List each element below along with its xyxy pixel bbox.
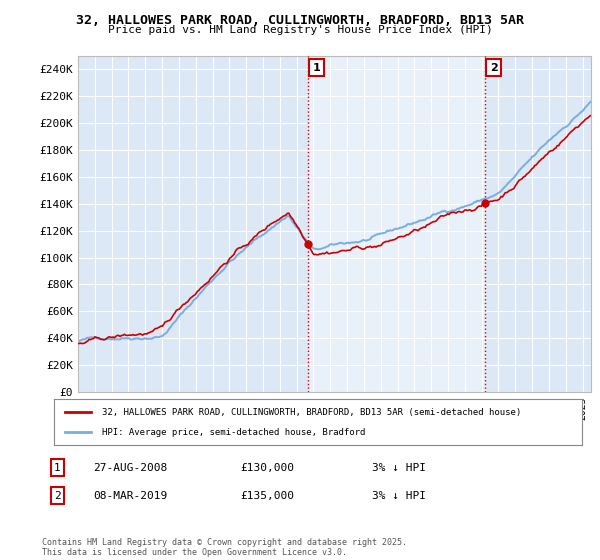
Text: £130,000: £130,000 (240, 463, 294, 473)
Text: 1: 1 (313, 63, 320, 73)
Text: 27-AUG-2008: 27-AUG-2008 (93, 463, 167, 473)
Text: HPI: Average price, semi-detached house, Bradford: HPI: Average price, semi-detached house,… (101, 428, 365, 437)
Text: 08-MAR-2019: 08-MAR-2019 (93, 491, 167, 501)
Text: £135,000: £135,000 (240, 491, 294, 501)
Text: Contains HM Land Registry data © Crown copyright and database right 2025.
This d: Contains HM Land Registry data © Crown c… (42, 538, 407, 557)
Text: 2: 2 (54, 491, 61, 501)
Text: 1: 1 (54, 463, 61, 473)
Text: Price paid vs. HM Land Registry's House Price Index (HPI): Price paid vs. HM Land Registry's House … (107, 25, 493, 35)
Text: 32, HALLOWES PARK ROAD, CULLINGWORTH, BRADFORD, BD13 5AR (semi-detached house): 32, HALLOWES PARK ROAD, CULLINGWORTH, BR… (101, 408, 521, 417)
Text: 2: 2 (490, 63, 497, 73)
Text: 32, HALLOWES PARK ROAD, CULLINGWORTH, BRADFORD, BD13 5AR: 32, HALLOWES PARK ROAD, CULLINGWORTH, BR… (76, 14, 524, 27)
Text: 3% ↓ HPI: 3% ↓ HPI (372, 463, 426, 473)
Bar (308, 56, 485, 392)
Text: 3% ↓ HPI: 3% ↓ HPI (372, 491, 426, 501)
